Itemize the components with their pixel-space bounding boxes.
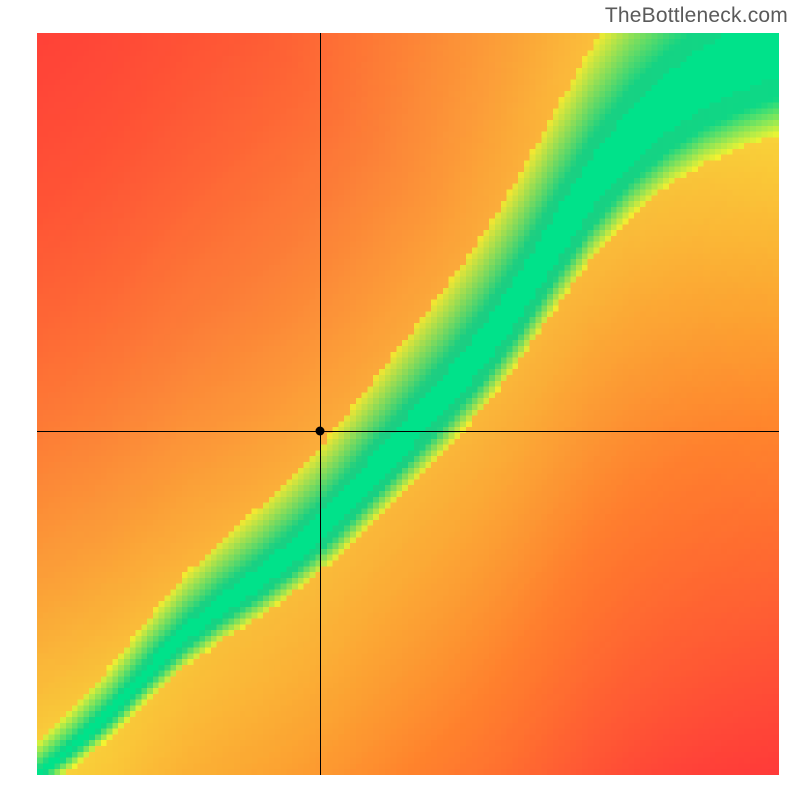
crosshair-vertical <box>320 33 321 775</box>
heatmap-canvas <box>37 33 779 775</box>
bottleneck-heatmap <box>37 33 779 775</box>
watermark-text: TheBottleneck.com <box>605 4 788 28</box>
crosshair-dot <box>316 427 325 436</box>
crosshair-horizontal <box>37 431 779 432</box>
